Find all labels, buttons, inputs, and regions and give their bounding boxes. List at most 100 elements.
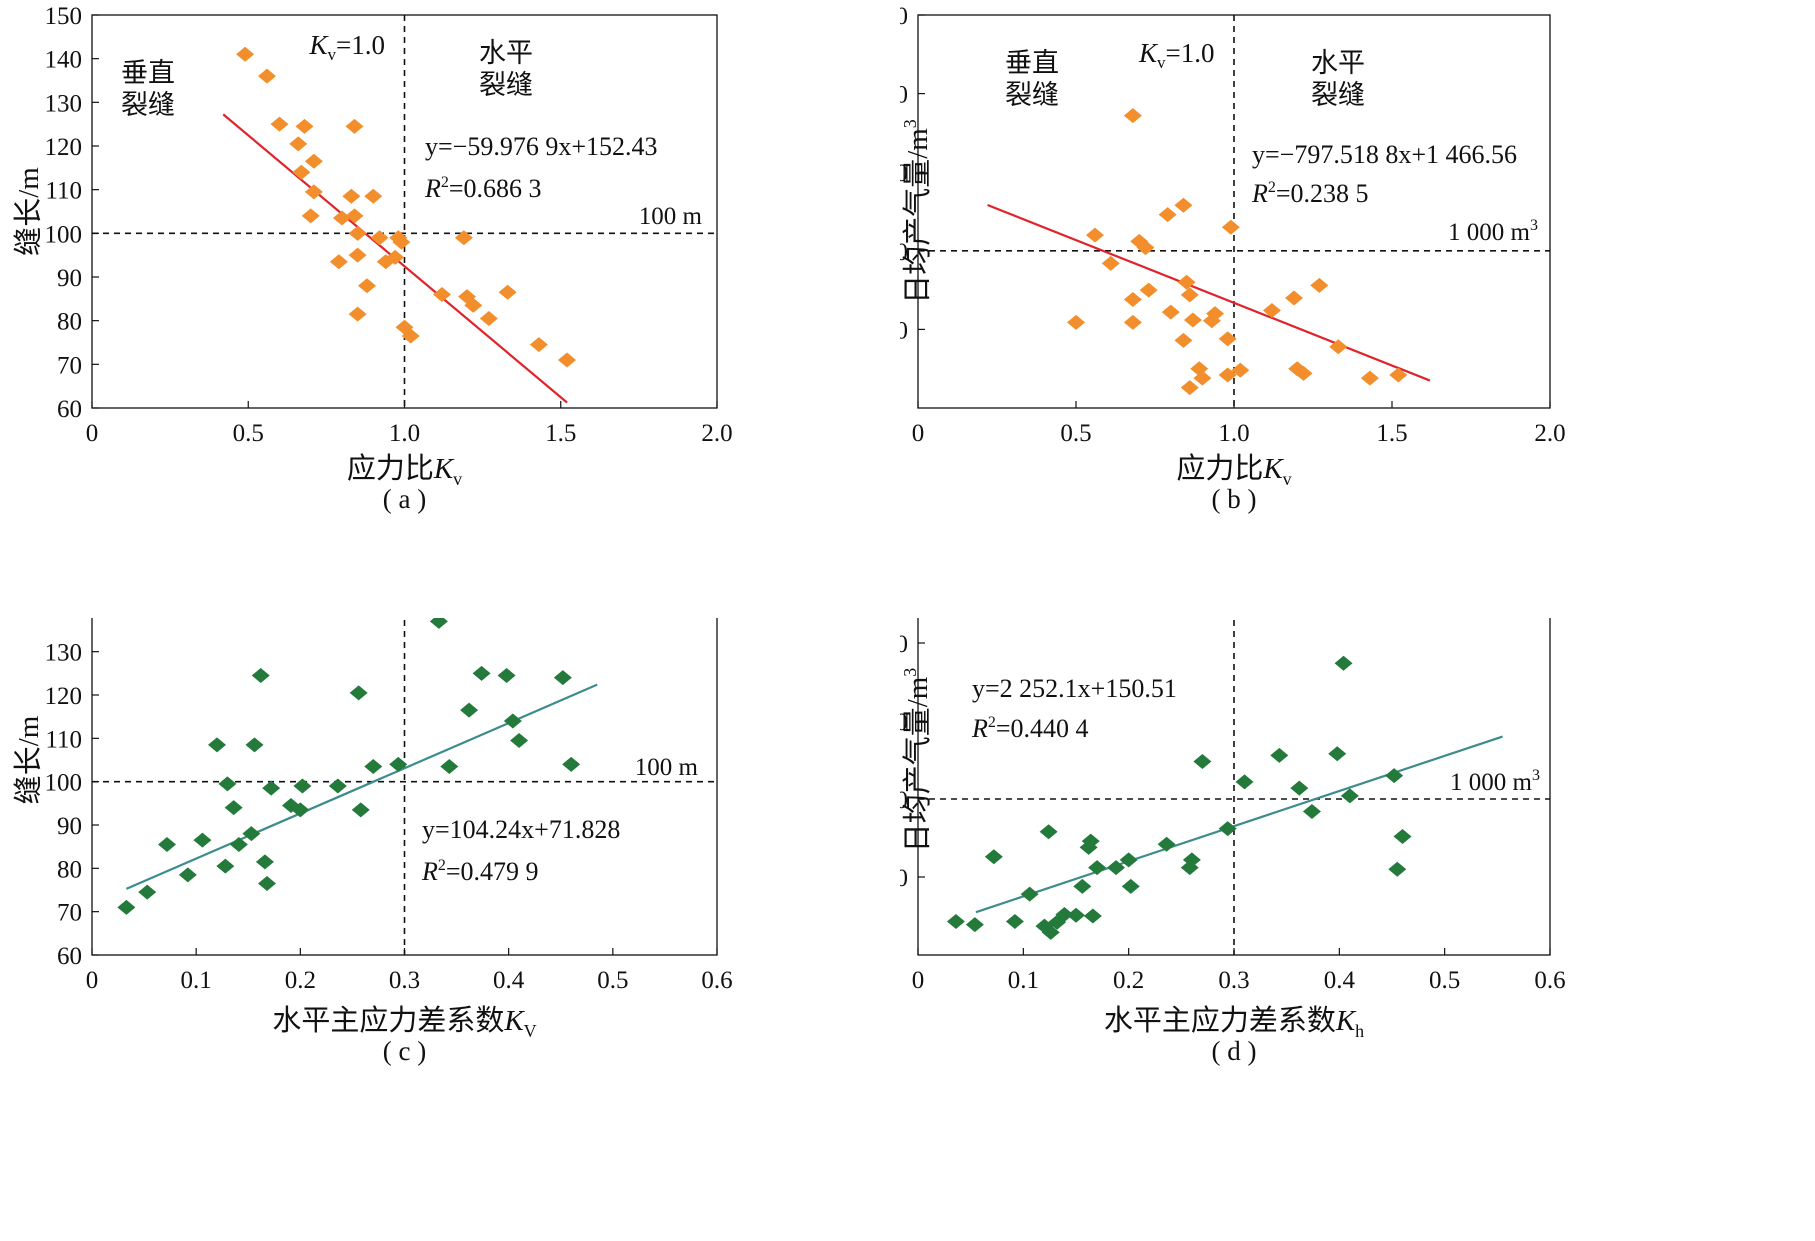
x-tick-label: 0.5 [597, 967, 628, 994]
data-point [364, 759, 383, 774]
data-point [429, 613, 448, 629]
y-tick-label: 100 [45, 221, 83, 248]
data-point [1107, 860, 1126, 876]
data-point [1088, 860, 1107, 876]
data-point [224, 800, 243, 816]
data-point [304, 184, 323, 200]
data-point [1035, 918, 1054, 934]
data-point [333, 210, 351, 226]
data-point [946, 913, 965, 929]
y-axis-label: 缝长/m [12, 167, 45, 256]
x-tick-label: 0.3 [389, 967, 420, 994]
x-axis-label: 水平主应力差系数KV [272, 1004, 536, 1041]
data-point [1067, 314, 1085, 330]
data-point [558, 352, 576, 368]
data-point [1055, 906, 1074, 922]
data-point [965, 917, 984, 933]
y-tick-label: 140 [45, 618, 83, 623]
vline-label: Kv=1.0 [1138, 38, 1215, 72]
data-point [562, 756, 581, 772]
y-tick-label: 500 [900, 317, 908, 344]
data-point [1193, 370, 1212, 386]
chart-a-svg: 0 0.5 1.0 1.5 2.0 60 70 80 90 100 110 120 130 140 150 K… [12, 3, 733, 514]
data-point [1041, 924, 1060, 940]
fit-equation: y=−59.976 9x+152.43 [425, 132, 658, 161]
chart-panel-a: 0 0.5 1.0 1.5 2.0 60 70 80 90 100 110 120 130 140 150 K… [0, 0, 900, 618]
data-point [370, 230, 389, 246]
data-point [1328, 746, 1347, 762]
y-tick-label: 130 [45, 90, 83, 117]
regression-line [987, 204, 1431, 382]
data-point [1067, 907, 1085, 923]
x-tick-label: 0.5 [1060, 420, 1091, 447]
data-point [503, 713, 522, 729]
data-point [348, 225, 367, 241]
x-tick-label: 0 [912, 420, 925, 447]
region-label-right: 裂缝 [479, 70, 533, 100]
data-point [304, 153, 323, 169]
region-label-left: 垂直 [121, 58, 175, 88]
x-tick-label: 1.0 [389, 420, 420, 447]
data-point [1180, 287, 1199, 303]
y-tick-label: 60 [57, 943, 82, 970]
data-point [1218, 367, 1237, 383]
region-label-left: 垂直 [1005, 48, 1059, 78]
x-tick-label: 2.0 [1534, 420, 1565, 447]
data-point [342, 188, 361, 204]
y-tick-label: 70 [57, 352, 82, 379]
data-point [529, 337, 548, 353]
y-tick-label: 90 [57, 265, 82, 292]
data-point [454, 230, 473, 246]
y-tick-label: 140 [45, 47, 83, 74]
data-point [218, 776, 237, 792]
y-tick-label: 2 000 [900, 82, 908, 109]
data-point [1039, 824, 1058, 840]
x-tick-label: 0 [86, 967, 99, 994]
x-tick-label: 0.2 [285, 967, 316, 994]
data-point [1081, 833, 1100, 849]
hline-label: 1 000 m3 [1448, 217, 1538, 246]
hline-label: 1 000 m3 [1450, 767, 1540, 796]
data-point [1101, 255, 1120, 271]
data-point [236, 46, 255, 62]
plot-group: 0 0.1 0.2 0.3 0.4 0.5 0.6 60 70 80 90 100 110 120 130 1… [12, 553, 733, 1066]
chart-panel-c: 0 0.1 0.2 0.3 0.4 0.5 0.6 60 70 80 90 100 110 120 130 1… [0, 553, 900, 1236]
data-point [291, 802, 310, 818]
data-point [208, 737, 226, 753]
data-point [1005, 913, 1024, 929]
data-point [1285, 290, 1304, 306]
data-point [1020, 886, 1039, 902]
data-point [498, 284, 517, 300]
panel-label: ( d ) [1212, 1036, 1257, 1066]
data-point [258, 876, 276, 891]
y-tick-label: 80 [57, 309, 82, 336]
data-point [1083, 908, 1102, 924]
data-point [1218, 331, 1237, 347]
x-tick-label: 0.2 [1113, 967, 1144, 994]
fit-equation: y=2 252.1x+150.51 [972, 674, 1177, 703]
data-point [433, 286, 451, 302]
region-label-right: 水平 [1311, 48, 1365, 78]
data-point [1340, 788, 1359, 804]
data-point [270, 116, 289, 132]
data-point [1385, 768, 1404, 784]
x-tick-label: 1.5 [545, 420, 576, 447]
data-point [1235, 774, 1254, 790]
data-point [1302, 803, 1321, 819]
data-point [295, 118, 314, 134]
data-point [1123, 292, 1142, 308]
data-point [389, 756, 408, 772]
data-point [1388, 861, 1407, 877]
r-squared: R2=0.479 9 [421, 857, 539, 886]
x-axis-label: 水平主应力差系数Kh [1104, 1004, 1364, 1041]
data-point [292, 164, 311, 180]
region-label-left: 裂缝 [121, 90, 175, 120]
y-tick-label: 110 [45, 726, 82, 753]
data-point [117, 899, 136, 915]
x-axis-label: 应力比Kv [347, 452, 462, 489]
x-tick-label: 0.4 [493, 967, 525, 994]
data-point [301, 208, 320, 224]
